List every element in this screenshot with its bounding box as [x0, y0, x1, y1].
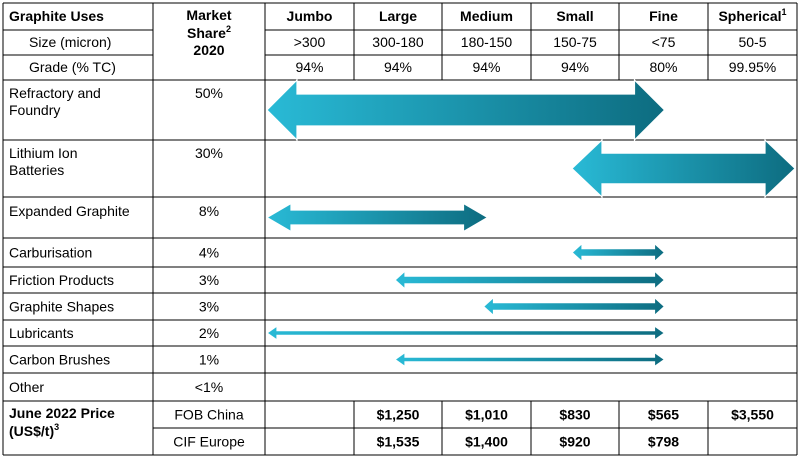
market-share-value: 3% [199, 272, 219, 288]
market-share-value: 1% [199, 352, 219, 368]
use-label: Graphite Shapes [9, 299, 114, 315]
market-share-value: 4% [199, 245, 219, 261]
usage-range-arrows [265, 78, 796, 368]
use-label: Foundry [9, 102, 60, 118]
use-label: Other [9, 379, 44, 395]
use-label: Carbon Brushes [9, 352, 110, 368]
column-grade-jumbo: 94% [295, 59, 323, 75]
column-size-fine: <75 [652, 34, 676, 50]
market-share-value: 8% [199, 203, 219, 219]
market-share-value: 50% [195, 85, 223, 101]
column-size-large: 300-180 [372, 34, 424, 50]
use-label: Expanded Graphite [9, 203, 130, 219]
column-size-jumbo: >300 [294, 34, 326, 50]
column-size-spherical: 50-5 [738, 34, 766, 50]
column-grade-medium: 94% [472, 59, 500, 75]
column-header-small: Small [556, 8, 593, 24]
column-size-small: 150-75 [553, 34, 597, 50]
usage-range-arrow-lithium-ion-batteries [571, 138, 796, 199]
use-label: Refractory and [9, 85, 101, 101]
price-value: $565 [648, 407, 679, 423]
market-share-value: <1% [195, 379, 223, 395]
use-label: Carburisation [9, 245, 92, 261]
usage-range-arrow-carbon-brushes [393, 351, 666, 368]
usage-range-arrow-lubricants [265, 324, 666, 342]
column-grade-spherical: 99.95% [729, 59, 776, 75]
column-header-medium: Medium [460, 8, 513, 24]
usage-range-arrow-graphite-shapes [482, 296, 666, 317]
price-value: $830 [559, 407, 590, 423]
header-uses-label: Graphite Uses [9, 8, 104, 24]
price-value: $1,010 [465, 407, 508, 423]
usage-range-arrow-friction-products [394, 269, 666, 291]
use-label: Friction Products [9, 272, 114, 288]
market-share-value: 2% [199, 325, 219, 341]
column-grade-small: 94% [561, 59, 589, 75]
header-share-line1: Market [186, 7, 231, 23]
column-header-large: Large [379, 8, 417, 24]
price-value: $920 [559, 434, 590, 450]
use-label: Lithium Ion [9, 145, 77, 161]
header-share-line2: Share2 [187, 24, 231, 41]
price-basis: CIF Europe [173, 434, 245, 450]
price-value: $1,400 [465, 434, 508, 450]
footnote-marker: 2 [226, 24, 231, 34]
use-label: Batteries [9, 162, 64, 178]
column-header-spherical: Spherical1 [718, 7, 786, 24]
price-value: $1,535 [377, 434, 420, 450]
column-header-fine: Fine [649, 8, 678, 24]
use-label: Lubricants [9, 325, 74, 341]
usage-range-arrow-expanded-graphite [265, 202, 489, 233]
table-grid [2, 2, 798, 456]
column-grade-fine: 80% [649, 59, 677, 75]
usage-range-arrow-refractory-and-foundry [266, 78, 666, 142]
market-share-value: 30% [195, 145, 223, 161]
usage-range-arrow-carburisation [571, 242, 666, 263]
price-value: $1,250 [377, 407, 420, 423]
column-grade-large: 94% [384, 59, 412, 75]
grade-label: Grade (% TC) [29, 59, 116, 75]
footnote-marker: 3 [54, 422, 59, 432]
size-label: Size (micron) [29, 34, 111, 50]
column-size-medium: 180-150 [461, 34, 513, 50]
price-basis: FOB China [174, 407, 243, 423]
price-label-line1: June 2022 Price [9, 405, 115, 421]
market-share-value: 3% [199, 299, 219, 315]
price-label-line2: (US$/t)3 [9, 422, 59, 439]
price-value: $798 [648, 434, 679, 450]
footnote-marker: 1 [782, 7, 787, 17]
header-share-year: 2020 [193, 42, 224, 58]
price-value: $3,550 [731, 407, 774, 423]
column-header-jumbo: Jumbo [287, 8, 333, 24]
